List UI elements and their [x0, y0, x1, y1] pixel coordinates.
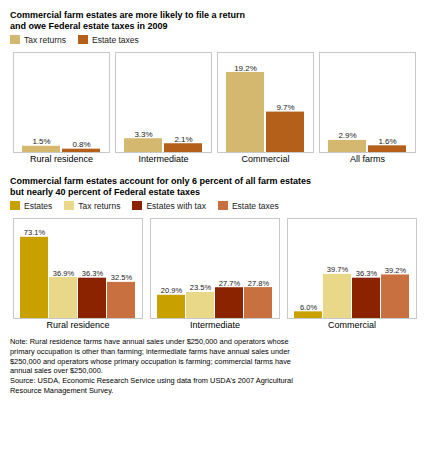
- html-text:Note: Rural residence farms ha: Note: Rural residence farms have annual …: [10, 337, 293, 395]
- html-text:Estate taxes: Estate taxes: [231, 201, 279, 211]
- svg-text:36.9%: 36.9%: [53, 269, 75, 278]
- svg-text:39.2%: 39.2%: [385, 266, 407, 275]
- svg-text:Intermediate: Intermediate: [138, 154, 188, 164]
- svg-text:20.9%: 20.9%: [161, 286, 183, 295]
- svg-text:27.8%: 27.8%: [248, 279, 270, 288]
- html-text:Tax returns: Tax returns: [24, 35, 66, 45]
- svg-text:Rural residence: Rural residence: [46, 320, 109, 330]
- svg-text:Commercial: Commercial: [241, 154, 289, 164]
- svg-text:19.2%: 19.2%: [234, 64, 257, 73]
- html-text:Commercial farm estates are mo: Commercial farm estates are more likely …: [10, 10, 246, 31]
- svg-text:Intermediate: Intermediate: [190, 320, 240, 330]
- svg-text:9.7%: 9.7%: [276, 103, 294, 112]
- html-text:Estates with tax: Estates with tax: [146, 201, 206, 211]
- svg-text:23.5%: 23.5%: [190, 283, 212, 292]
- svg-text:Commercial: Commercial: [328, 320, 376, 330]
- html-text:Tax returns: Tax returns: [78, 201, 121, 211]
- svg-text:0.8%: 0.8%: [72, 140, 90, 149]
- svg-text:1.6%: 1.6%: [378, 137, 396, 146]
- svg-text:1.5%: 1.5%: [32, 137, 50, 146]
- svg-text:2.9%: 2.9%: [338, 131, 356, 140]
- svg-text:36.3%: 36.3%: [356, 269, 378, 278]
- html-text:Commercial farm estates accoun: Commercial farm estates account for only…: [10, 176, 312, 197]
- svg-text:27.7%: 27.7%: [219, 279, 241, 288]
- html-text:Estates: Estates: [24, 201, 53, 211]
- svg-text:3.3%: 3.3%: [134, 130, 152, 139]
- svg-text:All farms: All farms: [350, 154, 386, 164]
- svg-text:32.5%: 32.5%: [111, 273, 133, 282]
- svg-text:2.1%: 2.1%: [174, 135, 192, 144]
- svg-text:Rural residence: Rural residence: [30, 154, 93, 164]
- svg-text:39.7%: 39.7%: [327, 265, 349, 274]
- html-text:Estate taxes: Estate taxes: [92, 35, 139, 45]
- svg-text:36.3%: 36.3%: [82, 269, 104, 278]
- svg-text:73.1%: 73.1%: [24, 228, 46, 237]
- svg-text:6.0%: 6.0%: [300, 303, 317, 312]
